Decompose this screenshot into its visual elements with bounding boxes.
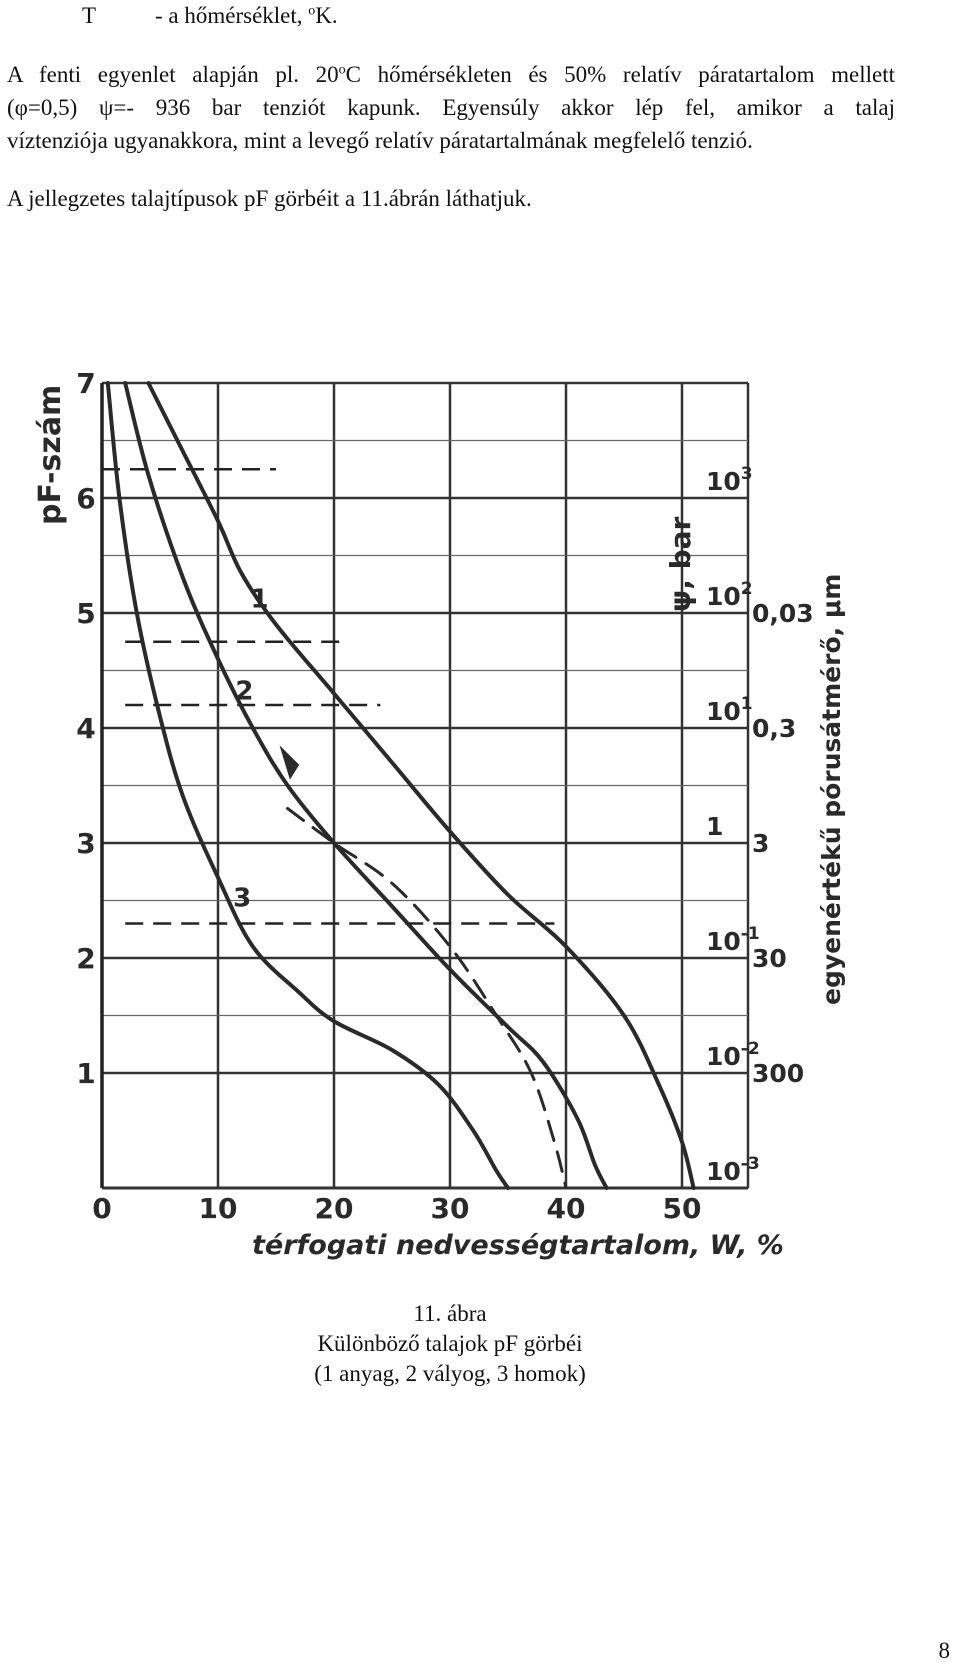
- t-desc-post: K.: [315, 3, 338, 28]
- psi-label-exponent: -3: [741, 1154, 760, 1174]
- y-tick-label: 7: [76, 367, 95, 400]
- y-tick-label: 1: [76, 1057, 95, 1090]
- x-tick-label: 40: [547, 1192, 586, 1225]
- symbol-T: T: [82, 3, 97, 28]
- psi-label: 101: [706, 694, 753, 726]
- pore-diameter-label: 0,3: [752, 714, 796, 743]
- figure-caption-title: Különböző talajok pF görbéi: [317, 1331, 583, 1356]
- paragraph-1-line-1: A fenti egyenlet alapján pl. 20oC hőmérs…: [7, 62, 895, 88]
- curve-2: [123, 381, 609, 1190]
- axis-tick-labels: 0 10 20 30 40 50 1 2 3 4 5 6 7: [76, 367, 701, 1225]
- psi-label: 103: [706, 464, 753, 496]
- y-tick-label: 6: [76, 482, 95, 515]
- reference-dashed-lines: [102, 468, 555, 925]
- y-tick-label: 4: [76, 712, 95, 745]
- y-tick-label: 3: [76, 827, 95, 860]
- curve-1: [146, 381, 696, 1190]
- psi-label: 10-3: [706, 1154, 760, 1186]
- pore-diameter-label: 300: [752, 1059, 804, 1088]
- x-tick-label: 0: [92, 1192, 111, 1225]
- x-axis-title: térfogati nedvességtartalom, W, %: [252, 1230, 784, 1261]
- pf-curves: 1 2 3: [105, 381, 696, 1190]
- psi-label-exponent: 1: [741, 694, 753, 714]
- curve-label: 2: [235, 676, 253, 706]
- x-tick-label: 20: [315, 1192, 354, 1225]
- t-desc-sup: o: [308, 3, 316, 19]
- paragraph-2: A jellegzetes talajtípusok pF görbéit a …: [7, 186, 532, 211]
- psi-label-exponent: 3: [741, 464, 753, 484]
- page-number: 8: [938, 1638, 951, 1663]
- t-desc-pre: - a hőmérséklet,: [155, 3, 309, 28]
- arrow-icon: [279, 745, 300, 780]
- psi-label: 102: [706, 579, 753, 611]
- p1-line1-pre: A fenti egyenlet alapján pl. 20: [7, 62, 339, 87]
- psi-label-exponent: -1: [741, 924, 760, 944]
- pore-diameter-label: 3: [752, 829, 769, 858]
- symbol-T-description: - a hőmérséklet, oK.: [155, 3, 338, 29]
- x-tick-label: 30: [431, 1192, 470, 1225]
- y-tick-label: 5: [76, 597, 95, 630]
- psi-label-exponent: -2: [741, 1039, 760, 1059]
- pore-diameter-label: 0,03: [752, 599, 814, 628]
- psi-axis-title: ψ, bar: [664, 516, 697, 612]
- paragraph-1-line-2: (φ=0,5) ψ=- 936 bar tenziót kapunk. Egye…: [7, 95, 895, 120]
- figure-caption-legend: (1 anyag, 2 vályog, 3 homok): [314, 1361, 586, 1386]
- psi-label: 1: [706, 812, 723, 841]
- curve-label: 3: [233, 883, 251, 913]
- curve-label: 1: [250, 584, 268, 614]
- y-tick-label: 2: [76, 942, 95, 975]
- curve-3: [105, 381, 510, 1190]
- figure-caption-number: 11. ábra: [413, 1301, 487, 1326]
- p1-line1-sup: o: [338, 62, 346, 78]
- p1-line1-post: C hőmérsékleten és 50% relatív páratarta…: [345, 62, 895, 87]
- curve-dashed-hysteresis: [286, 807, 568, 1190]
- paragraph-1-line-3: víztenziója ugyanakkora, mint a levegő r…: [7, 128, 753, 153]
- pore-diameter-label: 30: [752, 944, 787, 973]
- psi-label-exponent: 2: [741, 579, 753, 599]
- x-tick-label: 50: [663, 1192, 702, 1225]
- y-axis-title: pF-szám: [33, 385, 68, 525]
- pore-axis-title: egyenértékű pórusátmérő, μm: [817, 574, 846, 1005]
- x-tick-label: 10: [199, 1192, 238, 1225]
